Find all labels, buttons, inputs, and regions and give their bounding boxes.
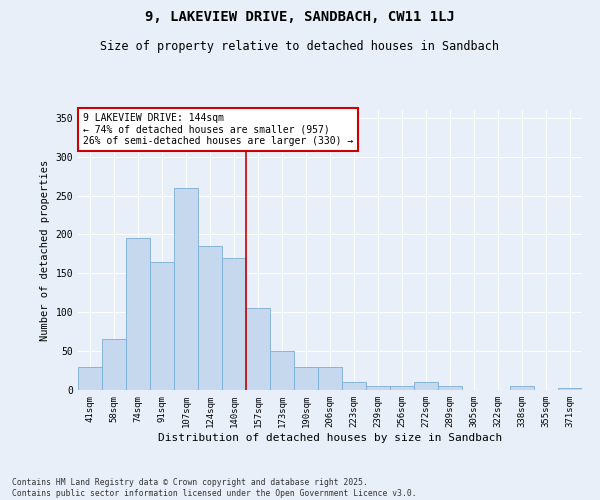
Bar: [294, 366, 318, 390]
Bar: [78, 366, 102, 390]
Bar: [366, 386, 390, 390]
Bar: [174, 188, 198, 390]
Bar: [222, 258, 246, 390]
Bar: [102, 340, 126, 390]
Bar: [510, 386, 534, 390]
Text: Size of property relative to detached houses in Sandbach: Size of property relative to detached ho…: [101, 40, 499, 53]
Bar: [150, 262, 174, 390]
Bar: [390, 386, 414, 390]
Bar: [558, 388, 582, 390]
Bar: [438, 386, 462, 390]
Text: 9, LAKEVIEW DRIVE, SANDBACH, CW11 1LJ: 9, LAKEVIEW DRIVE, SANDBACH, CW11 1LJ: [145, 10, 455, 24]
Bar: [246, 308, 270, 390]
Text: Contains HM Land Registry data © Crown copyright and database right 2025.
Contai: Contains HM Land Registry data © Crown c…: [12, 478, 416, 498]
Bar: [126, 238, 150, 390]
Bar: [414, 382, 438, 390]
Text: 9 LAKEVIEW DRIVE: 144sqm
← 74% of detached houses are smaller (957)
26% of semi-: 9 LAKEVIEW DRIVE: 144sqm ← 74% of detach…: [83, 113, 353, 146]
Bar: [342, 382, 366, 390]
Y-axis label: Number of detached properties: Number of detached properties: [40, 160, 50, 340]
Bar: [270, 351, 294, 390]
Bar: [318, 366, 342, 390]
Bar: [198, 246, 222, 390]
X-axis label: Distribution of detached houses by size in Sandbach: Distribution of detached houses by size …: [158, 432, 502, 442]
